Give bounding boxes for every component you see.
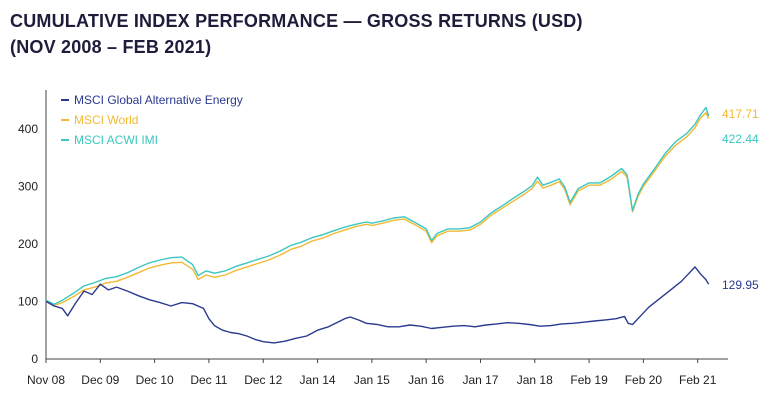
- chart-title: CUMULATIVE INDEX PERFORMANCE — GROSS RET…: [10, 8, 583, 60]
- y-tick-label: 400: [18, 122, 38, 136]
- x-tick-label: Feb 21: [679, 373, 717, 387]
- series-line: [45, 266, 710, 344]
- x-tick-label: Dec 09: [81, 373, 119, 387]
- series-end-label: 129.95: [722, 278, 759, 292]
- legend-label: MSCI Global Alternative Energy: [74, 93, 243, 107]
- y-tick-label: 0: [31, 352, 38, 366]
- series-end-label: 422.44: [722, 132, 759, 146]
- series-end-label: 417.71: [722, 107, 759, 121]
- y-tick-label: 300: [18, 179, 38, 193]
- x-tick-label: Jan 16: [408, 373, 444, 387]
- x-tick-label: Dec 11: [190, 373, 227, 387]
- x-tick-label: Jan 18: [517, 373, 553, 387]
- x-tick-label: Nov 08: [27, 373, 65, 387]
- series-line: [45, 106, 710, 305]
- x-tick-label: Jan 14: [300, 373, 336, 387]
- chart-title-line2: (NOV 2008 – FEB 2021): [10, 37, 212, 57]
- series-line: [45, 112, 710, 307]
- x-tick-label: Jan 17: [462, 373, 498, 387]
- y-tick-label: 100: [18, 294, 38, 308]
- x-tick-label: Feb 20: [625, 373, 663, 387]
- legend-label: MSCI World: [74, 113, 138, 127]
- x-tick-label: Feb 19: [570, 373, 608, 387]
- x-tick-label: Dec 12: [244, 373, 282, 387]
- x-tick-label: Jan 15: [354, 373, 390, 387]
- legend-label: MSCI ACWI IMI: [74, 133, 158, 147]
- y-tick-label: 200: [18, 237, 38, 251]
- chart-title-line1: CUMULATIVE INDEX PERFORMANCE — GROSS RET…: [10, 11, 583, 31]
- x-tick-label: Dec 10: [136, 373, 174, 387]
